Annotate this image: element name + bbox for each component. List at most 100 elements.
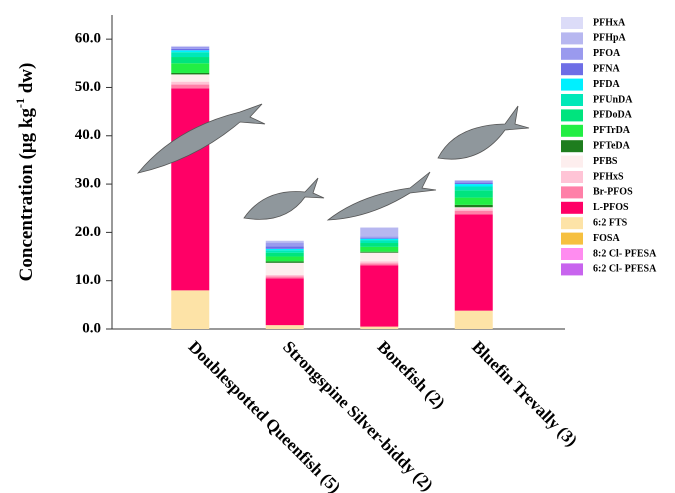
bar-segment xyxy=(266,249,304,250)
bar-segment xyxy=(360,238,398,239)
legend-label: PFNA xyxy=(593,63,620,74)
legend-swatch xyxy=(561,186,583,198)
bar-segment xyxy=(171,73,209,74)
bar-segment xyxy=(171,290,209,329)
legend-swatch xyxy=(561,109,583,121)
bar-segment xyxy=(171,74,209,81)
bar-segment xyxy=(455,198,493,205)
bar-segment xyxy=(360,240,398,243)
bar-segment xyxy=(360,253,398,262)
legend-label: 6:2 FTS xyxy=(593,217,628,228)
legend-swatch xyxy=(561,94,583,106)
bar-segment xyxy=(171,82,209,85)
legend-label: PFTeDA xyxy=(593,140,631,151)
legend-swatch xyxy=(561,63,583,75)
bar-segment xyxy=(171,57,209,63)
fish xyxy=(438,106,529,159)
legend-label: PFUnDA xyxy=(593,94,633,105)
bar-segment xyxy=(171,63,209,73)
legend-label: PFDA xyxy=(593,79,620,90)
bar-segment xyxy=(455,208,493,210)
bar-segment xyxy=(266,241,304,243)
bar-segment xyxy=(171,88,209,290)
bars xyxy=(171,46,493,329)
chart: Concentration (μg kg-1 dw) 0.0 10.0 20.0 30… xyxy=(0,0,675,493)
legend-swatch xyxy=(561,217,583,229)
y-label-part: dw) xyxy=(16,63,37,98)
legend-swatch xyxy=(561,125,583,137)
legend-swatch xyxy=(561,140,583,152)
legend-swatch xyxy=(561,79,583,91)
legend-label: 6:2 Cl- PFESA xyxy=(593,264,657,275)
bar-segment xyxy=(360,252,398,253)
bar-segment xyxy=(455,184,493,186)
legend-swatch xyxy=(561,202,583,214)
bar-segment xyxy=(266,253,304,257)
legend-label: PFHpA xyxy=(593,33,627,44)
y-tick-label: 30.0 xyxy=(75,176,101,192)
bar-segment xyxy=(455,181,493,183)
bar-segment xyxy=(266,243,304,246)
legend-label: PFDoDA xyxy=(593,110,633,121)
y-tick-label: 40.0 xyxy=(75,127,101,143)
legend-swatch xyxy=(561,248,583,260)
legend-swatch xyxy=(561,17,583,29)
bar-segment xyxy=(360,247,398,252)
legend-label: Br-PFOS xyxy=(593,187,633,198)
bar-segment xyxy=(171,85,209,89)
bar-segment xyxy=(455,183,493,184)
y-label-superscript: -1 xyxy=(13,98,27,108)
bar-segment xyxy=(360,236,398,237)
y-tick-label: 50.0 xyxy=(75,79,101,95)
fish xyxy=(328,172,436,220)
bar-segment xyxy=(266,250,304,252)
bar-segment xyxy=(455,207,493,208)
legend-swatch xyxy=(561,233,583,245)
x-tick-label: Bonefish (2) xyxy=(374,337,449,412)
legend-swatch xyxy=(561,171,583,183)
y-axis-label: Concentration (μg kg-1 dw) xyxy=(13,63,38,282)
bar-segment xyxy=(360,265,398,326)
bar-segment xyxy=(266,325,304,329)
legend-label: PFHxA xyxy=(593,17,626,28)
bar-segment xyxy=(360,228,398,237)
y-tick-label: 20.0 xyxy=(75,224,101,240)
y-label-part: Concentration (μg kg xyxy=(16,108,37,282)
y-tick-label: 60.0 xyxy=(75,31,101,47)
legend-label: L-PFOS xyxy=(593,202,629,213)
legend-label: PFBS xyxy=(593,156,618,167)
bar-segment xyxy=(266,246,304,248)
bar-segment xyxy=(171,49,209,50)
bar-segment xyxy=(360,239,398,240)
legend-swatch xyxy=(561,156,583,168)
legend-swatch xyxy=(561,48,583,60)
bar-segment xyxy=(455,311,493,329)
y-tick-label: 0.0 xyxy=(82,320,101,336)
bar-segment xyxy=(266,275,304,276)
bar-segment xyxy=(266,257,304,262)
x-tick-label: Strongspine Silver-biddy (2) xyxy=(279,337,437,493)
bar-segment xyxy=(171,52,209,57)
x-tick-label: Doublespotted Queenfish (5) xyxy=(185,337,345,493)
bar-segment xyxy=(266,276,304,278)
bar-segment xyxy=(266,261,304,262)
bar-segment xyxy=(455,186,493,190)
bar-segment xyxy=(455,190,493,197)
bar-segment xyxy=(266,263,304,275)
bar-segment xyxy=(360,263,398,265)
bar-segment xyxy=(360,327,398,329)
fish xyxy=(244,178,324,219)
bar-segment xyxy=(360,243,398,247)
legend-label: 8:2 Cl- PFESA xyxy=(593,248,657,259)
legend-label: PFHxS xyxy=(593,171,624,182)
bar-segment xyxy=(455,211,493,215)
legend-swatch xyxy=(561,263,583,275)
legend-swatch xyxy=(561,32,583,44)
legend-label: PFTrDA xyxy=(593,125,631,136)
legend-label: PFOA xyxy=(593,48,621,59)
bar-segment xyxy=(455,215,493,311)
y-tick-label: 10.0 xyxy=(75,272,101,288)
bar-segment xyxy=(171,50,209,52)
bar-segment xyxy=(266,278,304,325)
legend-label: FOSA xyxy=(593,233,620,244)
